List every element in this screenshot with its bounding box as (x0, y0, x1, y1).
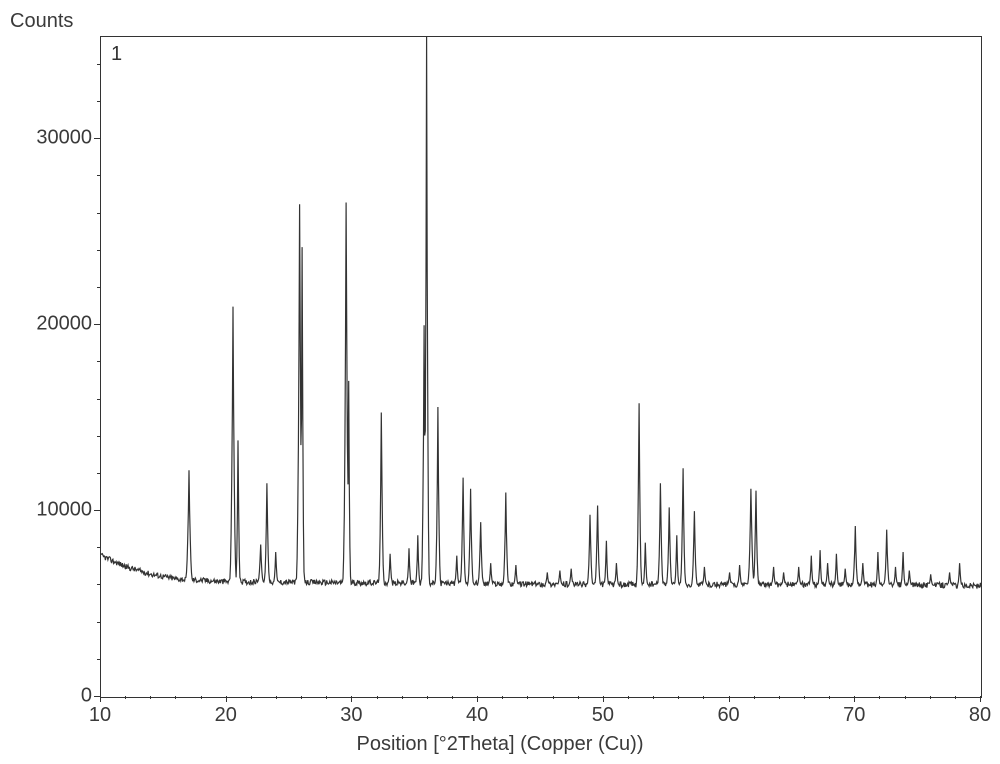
x-tick-label: 40 (466, 704, 488, 727)
x-tick-label: 10 (89, 704, 111, 727)
x-tick-label: 80 (969, 704, 991, 727)
y-tick-label: 20000 (36, 313, 92, 336)
x-tick-label: 70 (843, 704, 865, 727)
x-tick-label: 60 (717, 704, 739, 727)
spectrum-line (101, 37, 981, 697)
plot-area: 1 (100, 36, 982, 698)
x-tick-label: 30 (340, 704, 362, 727)
x-tick-label: 20 (215, 704, 237, 727)
x-tick-label: 50 (592, 704, 614, 727)
y-tick-label: 30000 (36, 127, 92, 150)
x-axis-title: Position [°2Theta] (Copper (Cu)) (0, 733, 1000, 756)
y-tick-label: 10000 (36, 499, 92, 522)
y-axis-title: Counts (10, 10, 73, 33)
xrd-chart: Counts 1 0100002000030000102030405060708… (0, 0, 1000, 764)
